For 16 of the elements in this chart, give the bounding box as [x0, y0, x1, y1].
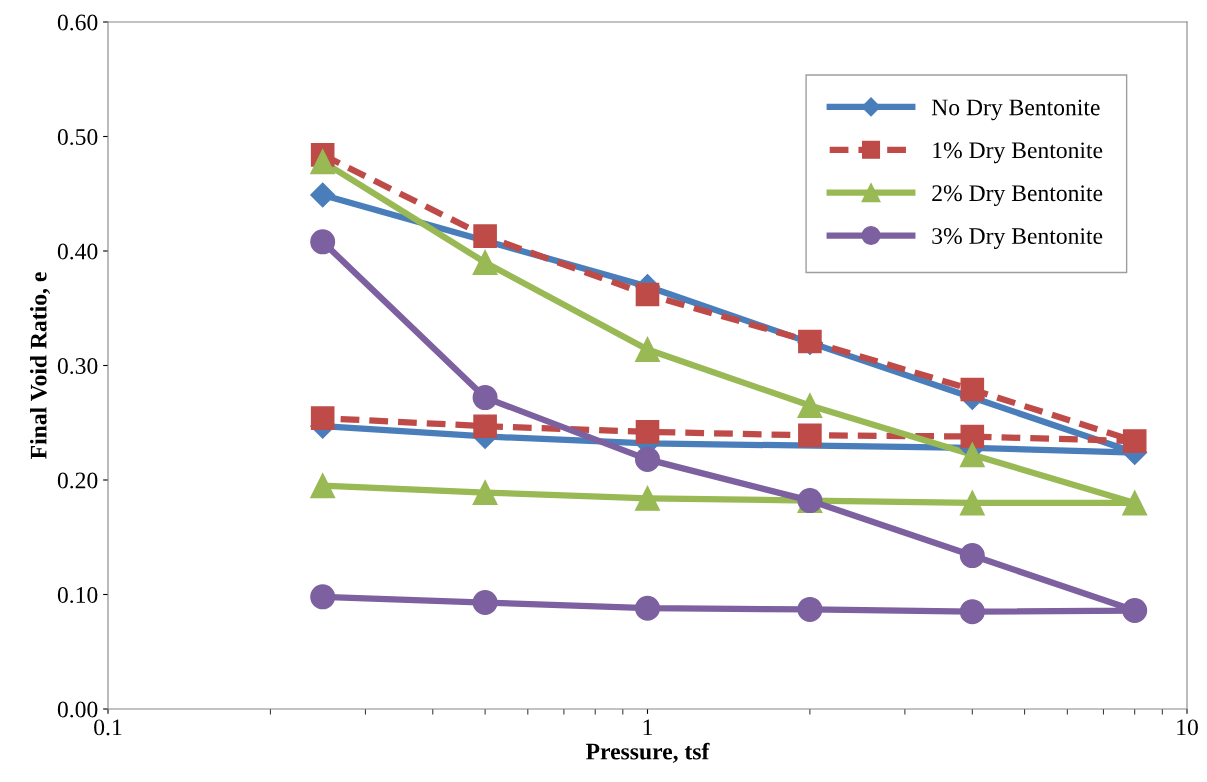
x-axis-title: Pressure, tsf [586, 742, 710, 763]
y-axis-title: Final Void Ratio, e [29, 272, 51, 459]
y-tick-label: 0.30 [57, 357, 98, 375]
y-tick-label: 0.60 [57, 14, 98, 31]
x-tick-label: 0.1 [94, 719, 122, 736]
x-tick-label: 10 [1177, 719, 1198, 736]
x-tick-label: 1 [643, 719, 652, 736]
legend-label: 2% Dry Bentonite [932, 185, 1103, 206]
y-tick-label: 0.50 [57, 128, 98, 146]
y-tick-label: 0.10 [57, 586, 98, 604]
y-tick-label: 0.00 [57, 701, 98, 718]
legend-label: 1% Dry Bentonite [933, 142, 1103, 164]
y-tick-label: 0.40 [57, 243, 98, 260]
legend-label: No Dry Bentonite [931, 99, 1100, 121]
legend-label: 3% Dry Bentonite [932, 228, 1103, 249]
y-tick-label: 0.20 [57, 472, 98, 489]
